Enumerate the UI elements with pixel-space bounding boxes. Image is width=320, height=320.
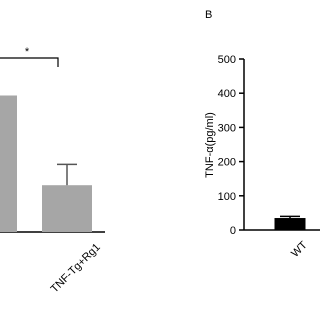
- bar: [274, 218, 306, 230]
- y-tick-label: 0: [230, 225, 236, 237]
- x-tick-label: TNF-Tg+Rg1: [49, 241, 103, 295]
- significance-label: *: [25, 46, 30, 58]
- bar: [0, 95, 17, 232]
- x-tick-label: WT: [289, 239, 310, 260]
- panel-label: B: [205, 9, 212, 21]
- y-tick-label: 400: [218, 88, 236, 100]
- significance-bracket: [0, 57, 59, 67]
- y-tick-label: 300: [218, 122, 236, 134]
- y-tick-label: 200: [218, 157, 236, 169]
- y-tick-label: 100: [218, 191, 236, 203]
- bar: [42, 185, 92, 232]
- y-axis-label: TNF-α(pg/ml): [204, 112, 216, 178]
- y-tick-label: 500: [218, 54, 236, 66]
